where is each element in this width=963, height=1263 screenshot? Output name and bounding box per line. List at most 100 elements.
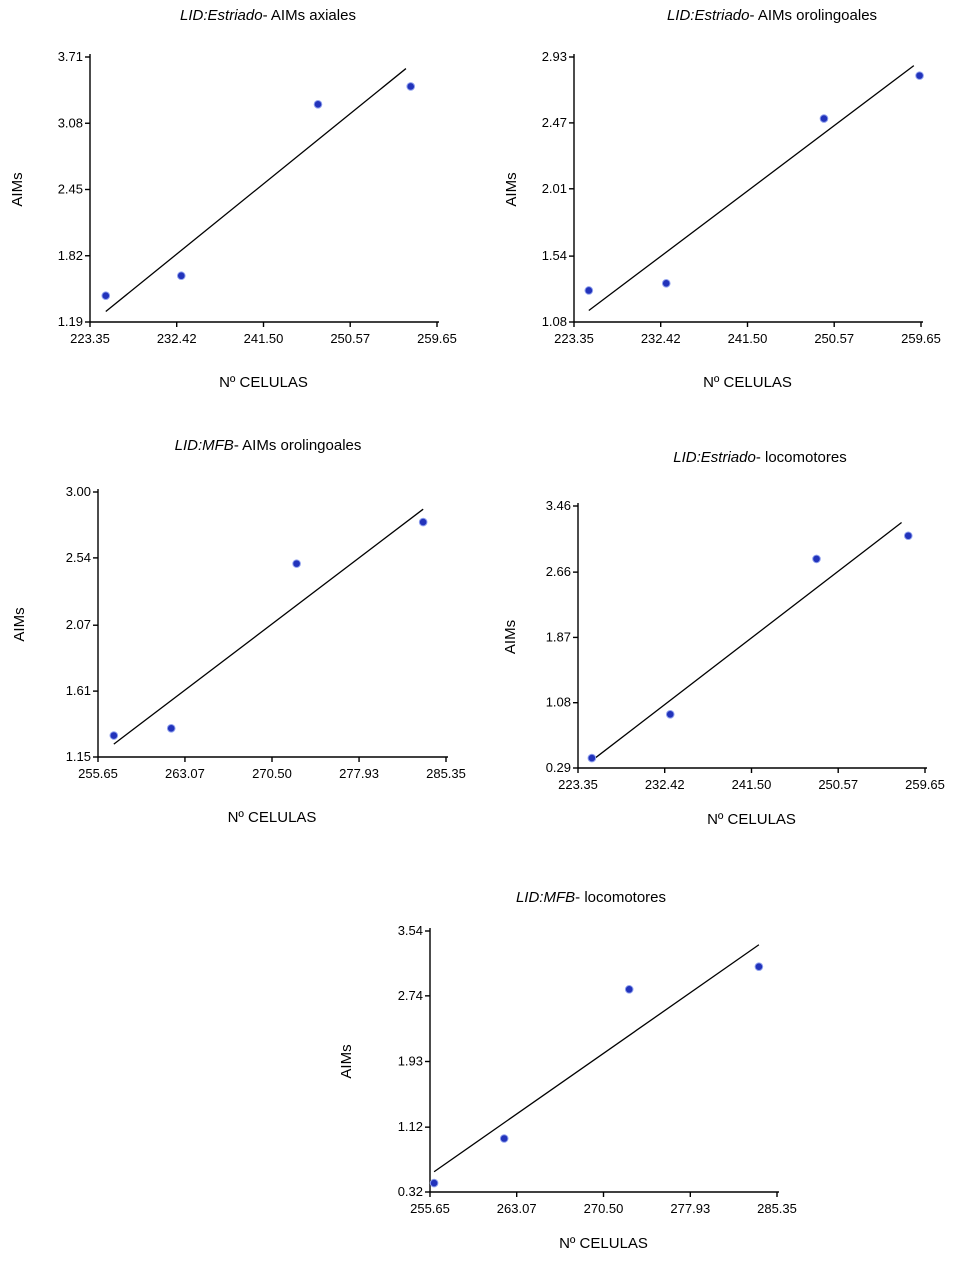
trendline bbox=[105, 68, 407, 312]
x-tick-label: 255.65 bbox=[410, 1201, 450, 1216]
chart-title-italic: LID:MFB bbox=[175, 437, 234, 454]
chart-title-italic: LID:Estriado bbox=[180, 7, 263, 24]
chart-title: LID:Estriado- locomotores bbox=[673, 449, 846, 466]
y-tick-label: 1.08 bbox=[546, 695, 571, 710]
x-tick-label: 270.50 bbox=[252, 766, 292, 781]
x-tick-label: 223.35 bbox=[70, 331, 110, 346]
x-tick-label: 277.93 bbox=[339, 766, 379, 781]
y-tick-label: 1.93 bbox=[398, 1054, 423, 1069]
y-tick-label: 1.08 bbox=[542, 314, 567, 329]
x-tick-label: 259.65 bbox=[901, 331, 941, 346]
x-tick-label: 223.35 bbox=[554, 331, 594, 346]
y-tick-label: 0.32 bbox=[398, 1184, 423, 1199]
chart-estriado-orolingoales-svg: LID:Estriado- AIMs orolingoales 1.08 1.54 2… bbox=[503, 7, 941, 391]
chart-title-rest: - AIMs orolingoales bbox=[749, 7, 877, 24]
x-axis-title: Nº CELULAS bbox=[219, 374, 308, 391]
x-tick-label: 259.65 bbox=[417, 331, 457, 346]
y-tick-label: 2.47 bbox=[542, 115, 567, 130]
x-tick-label: 250.57 bbox=[330, 331, 370, 346]
y-axis-title: AIMs bbox=[11, 607, 28, 641]
x-axis-title: Nº CELULAS bbox=[228, 809, 317, 826]
x-tick-label: 241.50 bbox=[728, 331, 768, 346]
data-point bbox=[915, 71, 924, 80]
x-tick-label: 232.42 bbox=[641, 331, 681, 346]
chart-mfb-orolingoales-svg: LID:MFB- AIMs orolingoales 1.15 1.61 2.07 2.… bbox=[11, 437, 466, 826]
y-tick-label: 1.54 bbox=[542, 248, 567, 263]
chart-title: LID:MFB- locomotores bbox=[516, 889, 666, 906]
y-tick-label: 1.15 bbox=[66, 749, 91, 764]
y-tick-label: 1.87 bbox=[546, 629, 571, 644]
y-tick-label: 3.00 bbox=[66, 484, 91, 499]
trendline bbox=[433, 944, 760, 1173]
x-tick-label: 263.07 bbox=[497, 1201, 537, 1216]
y-tick-label: 2.45 bbox=[58, 182, 83, 197]
y-tick-label: 1.19 bbox=[58, 314, 83, 329]
chart-mfb-orolingoales: LID:MFB- AIMs orolingoales 1.15 1.61 2.07 2.… bbox=[0, 430, 480, 840]
x-tick-label: 250.57 bbox=[818, 777, 858, 792]
data-point bbox=[819, 114, 829, 123]
y-axis-title: AIMs bbox=[502, 620, 519, 654]
trendline bbox=[113, 508, 424, 745]
chart-title-italic: LID:Estriado bbox=[673, 449, 756, 466]
y-tick-label: 1.82 bbox=[58, 248, 83, 263]
chart-mfb-locomotores: LID:MFB- locomotores 0.32 1.12 1.93 2.74 3.54… bbox=[330, 870, 810, 1258]
y-axis-title: AIMs bbox=[9, 172, 26, 206]
y-tick-label: 3.46 bbox=[546, 498, 571, 513]
y-tick-label: 3.08 bbox=[58, 115, 83, 130]
chart-estriado-axiales: LID:Estriado- AIMs axiales 1.19 1.82 2.45 3.… bbox=[0, 0, 480, 400]
y-axis-title: AIMs bbox=[503, 172, 520, 206]
data-point bbox=[754, 962, 764, 971]
y-tick-label: 2.93 bbox=[542, 49, 567, 64]
chart-estriado-locomotores-svg: LID:Estriado- locomotores 0.29 1.08 1.87 2.6… bbox=[502, 449, 945, 828]
x-tick-label: 241.50 bbox=[732, 777, 772, 792]
data-point bbox=[176, 271, 186, 281]
x-tick-label: 270.50 bbox=[584, 1201, 624, 1216]
trendline bbox=[591, 522, 902, 762]
y-tick-label: 2.01 bbox=[542, 181, 567, 196]
x-tick-label: 285.35 bbox=[757, 1201, 797, 1216]
x-tick-label: 232.42 bbox=[157, 331, 197, 346]
y-axis-title: AIMs bbox=[338, 1044, 355, 1078]
data-point bbox=[587, 753, 597, 763]
x-tick-label: 263.07 bbox=[165, 766, 205, 781]
data-point bbox=[166, 724, 176, 733]
x-tick-label: 232.42 bbox=[645, 777, 685, 792]
x-tick-label: 285.35 bbox=[426, 766, 466, 781]
chart-title-rest: - AIMs axiales bbox=[263, 7, 356, 24]
x-tick-label: 223.35 bbox=[558, 777, 598, 792]
x-axis-title: Nº CELULAS bbox=[703, 374, 792, 391]
data-point bbox=[418, 517, 428, 527]
chart-title-rest: - locomotores bbox=[575, 889, 666, 906]
chart-title: LID:Estriado- AIMs axiales bbox=[180, 7, 356, 24]
y-tick-label: 3.71 bbox=[58, 49, 83, 64]
data-point bbox=[406, 82, 416, 91]
y-tick-label: 1.12 bbox=[398, 1119, 423, 1134]
data-point bbox=[499, 1134, 509, 1143]
trendline bbox=[588, 65, 915, 312]
y-tick-label: 0.29 bbox=[546, 760, 571, 775]
x-tick-label: 277.93 bbox=[670, 1201, 710, 1216]
data-point bbox=[429, 1178, 439, 1188]
chart-estriado-locomotores: LID:Estriado- locomotores 0.29 1.08 1.87 2.6… bbox=[483, 430, 963, 840]
data-point bbox=[292, 559, 301, 568]
chart-title: LID:Estriado- AIMs orolingoales bbox=[667, 7, 877, 24]
chart-title-italic: LID:Estriado bbox=[667, 7, 750, 24]
data-point bbox=[903, 531, 913, 541]
x-tick-label: 259.65 bbox=[905, 777, 945, 792]
data-point bbox=[109, 731, 119, 740]
x-tick-label: 255.65 bbox=[78, 766, 118, 781]
y-tick-label: 1.61 bbox=[66, 683, 91, 698]
x-tick-label: 241.50 bbox=[244, 331, 284, 346]
x-axis-title: Nº CELULAS bbox=[707, 811, 796, 828]
chart-title-rest: - AIMs orolingoales bbox=[234, 437, 362, 454]
chart-mfb-locomotores-svg: LID:MFB- locomotores 0.32 1.12 1.93 2.74 3.54… bbox=[338, 889, 797, 1252]
data-point bbox=[101, 291, 111, 301]
data-point bbox=[661, 279, 671, 288]
y-tick-label: 2.74 bbox=[398, 988, 423, 1003]
data-point bbox=[584, 286, 594, 295]
chart-estriado-axiales-svg: LID:Estriado- AIMs axiales 1.19 1.82 2.45 3.… bbox=[9, 7, 457, 391]
y-tick-label: 2.07 bbox=[66, 617, 91, 632]
y-tick-label: 2.66 bbox=[546, 564, 571, 579]
data-point bbox=[812, 554, 821, 564]
chart-title-italic: LID:MFB bbox=[516, 889, 575, 906]
